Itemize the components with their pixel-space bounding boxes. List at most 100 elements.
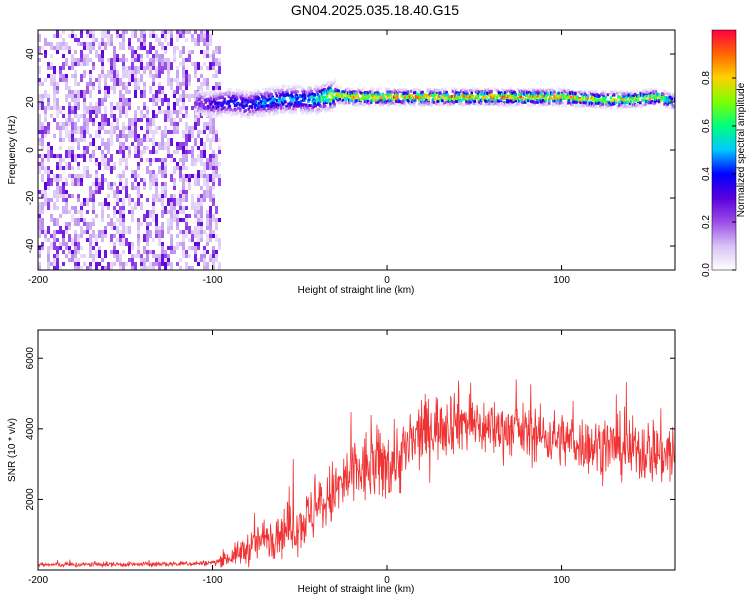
spectrogram-cell bbox=[170, 154, 173, 158]
spectrogram-cell bbox=[65, 82, 68, 90]
spectrogram-cell bbox=[38, 58, 41, 62]
spectrogram-cell bbox=[455, 91, 459, 95]
spectrogram-cell bbox=[644, 102, 647, 106]
spectrogram-cell bbox=[122, 42, 125, 50]
spectrogram-cell bbox=[74, 58, 77, 62]
spectrogram-cell bbox=[50, 198, 53, 202]
spectrogram-cell bbox=[92, 34, 95, 38]
spectrogram-cell bbox=[98, 130, 101, 134]
spectrogram-cell bbox=[286, 104, 289, 108]
spectrogram-cell bbox=[116, 202, 119, 206]
spectrogram-cell bbox=[53, 230, 56, 238]
colorbar-tick-label: 0.0 bbox=[701, 263, 712, 277]
spectrogram-cell bbox=[95, 214, 98, 218]
spectrogram-cell bbox=[92, 222, 95, 226]
spectrogram-cell bbox=[161, 98, 164, 106]
spectrogram-cell bbox=[56, 194, 59, 202]
spectrogram-cell bbox=[215, 254, 218, 262]
spectrogram-cell bbox=[624, 104, 627, 108]
spectrogram-cell bbox=[566, 96, 570, 100]
spectrogram-cell bbox=[164, 142, 167, 150]
spectrogram-cell bbox=[113, 166, 116, 170]
spectrogram-cell bbox=[209, 96, 213, 100]
spectrogram-cell bbox=[113, 46, 116, 54]
spectrogram-cell bbox=[292, 90, 295, 94]
spectrogram-cell bbox=[89, 142, 92, 146]
spectrogram-cell bbox=[125, 106, 128, 114]
spectrogram-cell bbox=[206, 162, 209, 170]
spectrogram-cell bbox=[663, 99, 666, 103]
spectrogram-cell bbox=[430, 90, 434, 94]
spectrogram-cell bbox=[155, 74, 158, 78]
spectrogram-cell bbox=[574, 97, 577, 101]
spectrogram-cell bbox=[493, 87, 497, 91]
spectrogram-cell bbox=[516, 97, 520, 101]
spectrogram-cell bbox=[47, 226, 50, 234]
spectrogram-cell bbox=[437, 99, 440, 103]
spectrogram-cell bbox=[194, 162, 197, 166]
spectrogram-cell bbox=[116, 34, 119, 38]
spectrogram-cell bbox=[149, 46, 152, 54]
spectrogram-cell bbox=[149, 230, 152, 238]
spectrogram-cell bbox=[465, 87, 468, 91]
spectrogram-cell bbox=[38, 122, 41, 130]
spectrogram-cell bbox=[593, 90, 596, 94]
spectrogram-cell bbox=[206, 42, 209, 46]
spectrogram-cell bbox=[441, 88, 444, 92]
spectrogram-cell bbox=[197, 258, 200, 262]
spectrogram-cell bbox=[152, 158, 155, 162]
spectrogram-cell bbox=[140, 194, 143, 198]
spectrogram-cell bbox=[217, 108, 220, 112]
spectrogram-cell bbox=[396, 96, 399, 100]
spectrogram-cell bbox=[431, 92, 435, 96]
spectrogram-cell bbox=[221, 91, 224, 95]
spectrogram-cell bbox=[629, 94, 633, 98]
spectrogram-cell bbox=[95, 50, 98, 58]
spectrogram-cell bbox=[523, 100, 527, 104]
spectrogram-cell bbox=[170, 226, 173, 230]
spectrogram-cell bbox=[131, 266, 134, 270]
spectrogram-cell bbox=[80, 218, 83, 222]
spectrogram-cell bbox=[89, 74, 92, 78]
spectrogram-cell bbox=[513, 90, 516, 94]
spectrogram-cell bbox=[484, 89, 487, 93]
spectrogram-cell bbox=[386, 90, 390, 94]
spectrogram-cell bbox=[376, 94, 379, 98]
spectrogram-cell bbox=[212, 134, 215, 142]
spectrogram-cell bbox=[101, 74, 104, 78]
spectrogram-cell bbox=[468, 102, 471, 106]
spectrogram-cell bbox=[110, 106, 113, 114]
spectrogram-cell bbox=[508, 103, 511, 107]
spectrogram-cell bbox=[509, 92, 512, 96]
spectrogram-cell bbox=[44, 230, 47, 234]
spectrogram-cell bbox=[155, 90, 158, 98]
spectrogram-cell bbox=[101, 258, 104, 262]
spectrogram-cell bbox=[143, 42, 146, 46]
spectrogram-cell bbox=[62, 122, 65, 130]
spectrogram-cell bbox=[439, 91, 442, 95]
spectrogram-cell bbox=[197, 246, 200, 250]
spectrogram-cell bbox=[673, 94, 675, 98]
spectrogram-cell bbox=[305, 90, 308, 94]
spectrogram-cell bbox=[74, 206, 77, 214]
spectrogram-cell bbox=[308, 107, 311, 111]
spectrogram-cell bbox=[528, 87, 531, 91]
spectrogram-cell bbox=[173, 102, 176, 110]
spectrogram-cell bbox=[116, 194, 119, 202]
spectrogram-cell bbox=[47, 42, 50, 46]
spectrogram-cell bbox=[185, 94, 188, 98]
spectrogram-cell bbox=[125, 126, 128, 130]
spectrogram-cell bbox=[618, 100, 621, 104]
spectrogram-cell bbox=[497, 99, 501, 103]
spectrogram-cell bbox=[92, 66, 95, 70]
spectrogram-cell bbox=[152, 210, 155, 214]
spectrogram-cell bbox=[323, 84, 327, 88]
spectrogram-cell bbox=[321, 98, 325, 102]
spectrogram-cell bbox=[89, 246, 92, 254]
spectrogram-cell bbox=[469, 88, 472, 92]
spectrogram-cell bbox=[176, 86, 179, 94]
spectrogram-cell bbox=[56, 186, 59, 194]
spectrogram-cell bbox=[38, 254, 41, 258]
spectrogram-cell bbox=[155, 126, 158, 134]
spectrogram-cell bbox=[152, 34, 155, 38]
